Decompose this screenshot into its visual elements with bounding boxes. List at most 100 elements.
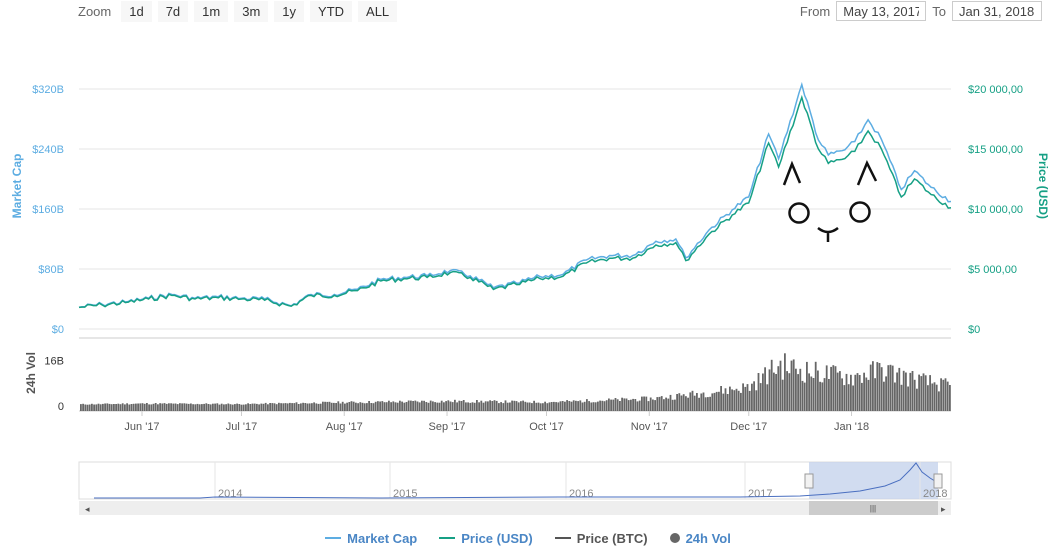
volume-bar (124, 404, 126, 411)
volume-bar (458, 400, 461, 411)
volume-bar (495, 400, 498, 411)
volume-bar (711, 393, 714, 411)
volume-bar (473, 402, 476, 411)
navigator-left-handle[interactable] (804, 473, 814, 489)
navigator-right-handle[interactable] (933, 473, 943, 489)
volume-bar (597, 401, 599, 411)
volume-bar (146, 403, 148, 411)
volume-bar (385, 402, 388, 411)
volume-bar (218, 404, 221, 411)
volume-bar (229, 404, 232, 411)
volume-bar (487, 401, 489, 411)
volume-bar (733, 390, 736, 411)
x-tick-label: Oct '17 (529, 421, 564, 433)
volume-bar (564, 401, 566, 411)
volume-bar (161, 403, 164, 411)
y-left-tick-label: $0 (52, 324, 64, 336)
volume-bar (713, 392, 716, 411)
price-chart[interactable]: Market Cap Price (USD) 24h Vol $0 $80B $16… (0, 0, 1056, 525)
scrollbar-thumb[interactable] (809, 501, 938, 515)
volume-bar (863, 372, 865, 411)
to-date-input[interactable] (952, 1, 1042, 21)
volume-bar (570, 401, 573, 411)
volume-bar (275, 404, 278, 411)
legend-price-usd[interactable]: Price (USD) (439, 531, 533, 546)
volume-bar (832, 365, 835, 411)
volume-bar (667, 398, 670, 411)
volume-bar (894, 382, 896, 411)
volume-bar (185, 403, 188, 411)
volume-bar (828, 379, 830, 411)
volume-bar (645, 396, 648, 411)
volume-bar (652, 399, 654, 411)
volume-bar (759, 383, 762, 411)
volume-bar (143, 403, 146, 411)
zoom-7d-button[interactable]: 7d (157, 0, 189, 22)
volume-bar (432, 401, 434, 411)
volume-bar (700, 393, 703, 411)
volume-bar (355, 402, 357, 411)
zoom-1d-button[interactable]: 1d (121, 0, 152, 22)
volume-bar (656, 397, 659, 411)
zoom-ytd-button[interactable]: YTD (310, 0, 353, 22)
y-right-tick-label: $5 000,00 (968, 264, 1017, 276)
volume-bar (685, 396, 687, 411)
legend-volume[interactable]: 24h Vol (669, 531, 731, 546)
volume-bar (407, 400, 410, 411)
volume-bar (289, 402, 291, 411)
from-date-input[interactable] (836, 1, 927, 21)
zoom-1y-button[interactable]: 1y (274, 0, 305, 22)
zoom-3m-button[interactable]: 3m (234, 0, 269, 22)
volume-bar (867, 379, 870, 411)
volume-bar (927, 385, 929, 411)
legend-volume-dot (669, 533, 680, 543)
volume-bar (634, 399, 637, 411)
zoom-1m-button[interactable]: 1m (194, 0, 229, 22)
volume-bar (638, 400, 641, 411)
volume-bar (183, 403, 186, 411)
volume-bar (203, 403, 205, 411)
volume-bar (586, 399, 588, 411)
navigator-selection[interactable] (809, 462, 938, 499)
zoom-all-button[interactable]: ALL (358, 0, 398, 22)
volume-bar (887, 365, 890, 411)
scrollbar-track[interactable] (79, 501, 951, 515)
volume-bar (735, 388, 738, 411)
volume-bar (198, 404, 201, 411)
volume-bar (278, 402, 280, 411)
scroll-right-arrow-icon[interactable]: ▸ (941, 504, 946, 514)
x-tick-label: Sep '17 (429, 421, 466, 433)
volume-bar (513, 400, 516, 411)
volume-bar (469, 402, 472, 411)
volume-bar (691, 390, 694, 411)
volume-bar (740, 392, 742, 411)
volume-bar (440, 400, 443, 411)
y-right-tick-label: $20 000,00 (968, 84, 1023, 96)
scroll-left-arrow-icon[interactable]: ◂ (85, 504, 90, 514)
legend-price-btc[interactable]: Price (BTC) (554, 531, 648, 546)
volume-bar (465, 402, 467, 411)
cat-right-ear (856, 159, 878, 186)
volume-bar (304, 403, 307, 411)
volume-bar (381, 401, 384, 411)
legend-market-cap[interactable]: Market Cap (325, 531, 417, 546)
navigator[interactable]: ◂ ▸ ||| 2014 2015 2016 2017 2018 (78, 461, 952, 515)
volume-bar (280, 403, 282, 411)
volume-bar (784, 353, 786, 411)
market-cap-line (78, 81, 952, 309)
volume-bar (707, 397, 709, 411)
volume-bar (240, 404, 243, 411)
zoom-bar: Zoom 1d 7d 1m 3m 1y YTD ALL (78, 0, 398, 22)
volume-bar (878, 363, 881, 411)
volume-bar (632, 398, 634, 411)
volume-bar (172, 403, 175, 411)
volume-bar (137, 403, 139, 411)
volume-bar (99, 404, 102, 411)
volume-bar (777, 366, 780, 411)
volume-bar (352, 401, 355, 411)
volume-bar (841, 378, 843, 411)
zoom-label: Zoom (78, 3, 112, 19)
volume-bar (311, 403, 313, 411)
volume-bar (621, 397, 623, 411)
y-left-tick-label: $160B (32, 204, 64, 216)
